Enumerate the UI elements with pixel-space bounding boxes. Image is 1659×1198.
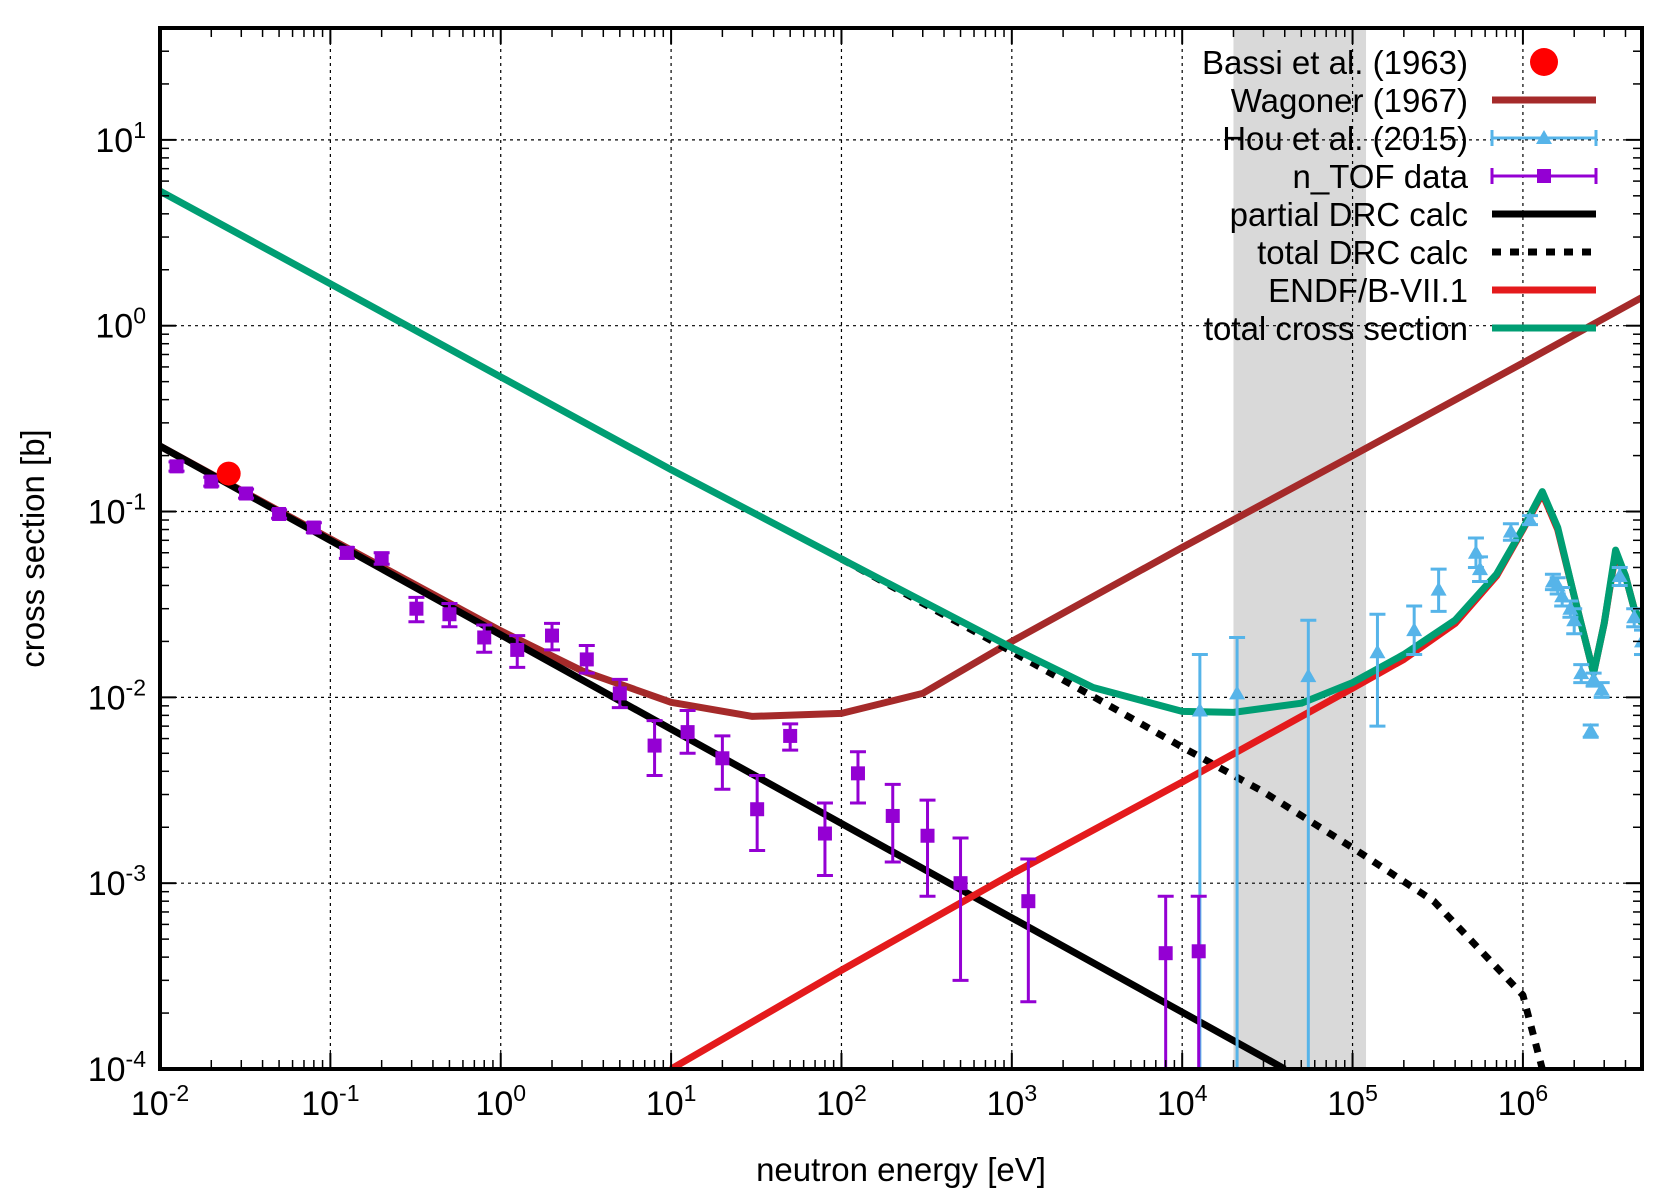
data-point-hou-et-al-2015 [1369, 644, 1386, 659]
data-point-n-tof-data [715, 751, 730, 766]
data-point-n-tof-data [1021, 894, 1036, 909]
series-line-total-drc-calc [839, 555, 1546, 1069]
data-point-n-tof-data [1158, 946, 1173, 961]
data-point-hou-et-al-2015 [1406, 622, 1423, 637]
y-tick-label: 10-3 [88, 860, 146, 903]
x-tick-label: 100 [475, 1080, 526, 1123]
data-point-n-tof-data [545, 628, 560, 643]
y-tick-label: 100 [95, 303, 146, 346]
data-point-hou-et-al-2015 [1191, 702, 1208, 717]
legend-swatch-marker [1537, 169, 1551, 183]
data-point-n-tof-data [680, 725, 695, 740]
data-point-hou-et-al-2015 [1430, 581, 1447, 596]
data-point-hou-et-al-2015 [1472, 561, 1489, 576]
series-layer [160, 188, 1642, 1069]
data-point-n-tof-data [306, 520, 321, 535]
x-tick-label: 106 [1498, 1080, 1549, 1123]
data-point-n-tof-data [920, 828, 935, 843]
data-point-hou-et-al-2015 [1582, 722, 1599, 737]
data-point-hou-et-al-2015 [1573, 665, 1590, 680]
data-point-hou-et-al-2015 [1521, 512, 1538, 527]
data-point-n-tof-data [783, 728, 798, 743]
legend-label: partial DRC calc [1230, 196, 1468, 233]
data-point-hou-et-al-2015 [1611, 567, 1628, 582]
legend-label: total DRC calc [1257, 234, 1468, 271]
data-point-n-tof-data [239, 486, 254, 501]
data-point-n-tof-data [204, 474, 219, 489]
data-point-hou-et-al-2015 [1467, 544, 1484, 559]
data-point-hou-et-al-2015 [1626, 609, 1642, 624]
y-tick-label: 101 [95, 117, 146, 160]
x-tick-label: 10-2 [131, 1080, 189, 1123]
data-point-hou-et-al-2015 [1566, 612, 1583, 627]
data-point-hou-et-al-2015 [1300, 668, 1317, 683]
data-point-hou-et-al-2015 [1554, 588, 1571, 603]
tick-layer: 10-2 10-1 100 101 102 103 104 105 106 10-4 10-3 10-… [88, 27, 1643, 1123]
legend-swatch-marker [1536, 130, 1552, 144]
data-point-n-tof-data [510, 642, 525, 657]
data-point-n-tof-data [612, 686, 627, 701]
x-tick-label: 101 [646, 1080, 697, 1123]
data-point-n-tof-data [647, 738, 662, 753]
data-point-n-tof-data [579, 652, 594, 667]
data-point-n-tof-data [409, 601, 424, 616]
data-point-n-tof-data [339, 545, 354, 560]
y-axis-label: cross section [b] [14, 429, 51, 667]
legend: Bassi et al. (1963)Wagoner (1967)Hou et … [1202, 44, 1598, 347]
data-point-n-tof-data [750, 802, 765, 817]
data-point-hou-et-al-2015 [1593, 681, 1610, 696]
data-point-n-tof-data [477, 630, 492, 645]
legend-label: n_TOF data [1293, 158, 1469, 195]
x-axis-label: neutron energy [eV] [756, 1151, 1046, 1188]
plot-frame [158, 26, 1644, 1071]
legend-label: ENDF/B-VII.1 [1268, 272, 1468, 309]
legend-label: Wagoner (1967) [1231, 82, 1468, 119]
series-line-total-cross-section [160, 188, 1642, 716]
x-tick-label: 104 [1157, 1080, 1208, 1123]
shaded-band [1233, 28, 1367, 1069]
plot-area [160, 188, 1642, 1069]
legend-label: total cross section [1204, 310, 1468, 347]
data-point-n-tof-data [169, 459, 184, 474]
data-point-n-tof-data [374, 551, 389, 566]
data-point-hou-et-al-2015 [1502, 523, 1519, 538]
y-tick-label: 10-1 [88, 489, 146, 532]
data-point-bassi-et-al-1963 [216, 461, 241, 486]
x-tick-label: 105 [1327, 1080, 1378, 1123]
data-point-n-tof-data [953, 876, 968, 891]
legend-swatch-marker [1530, 48, 1558, 76]
data-point-n-tof-data [817, 826, 832, 841]
data-point-n-tof-data [885, 808, 900, 823]
data-point-n-tof-data [272, 506, 287, 521]
x-tick-label: 102 [816, 1080, 867, 1123]
x-tick-label: 103 [987, 1080, 1038, 1123]
y-tick-label: 10-2 [88, 674, 146, 717]
data-point-n-tof-data [1191, 944, 1206, 959]
data-point-hou-et-al-2015 [1229, 685, 1246, 700]
y-tick-label: 10-4 [88, 1046, 146, 1089]
legend-label: Hou et al. (2015) [1222, 120, 1468, 157]
shaded-band-layer [1233, 28, 1367, 1069]
data-point-n-tof-data [850, 766, 865, 781]
x-tick-label: 10-1 [301, 1080, 359, 1123]
data-point-n-tof-data [442, 607, 457, 622]
legend-label: Bassi et al. (1963) [1202, 44, 1468, 81]
